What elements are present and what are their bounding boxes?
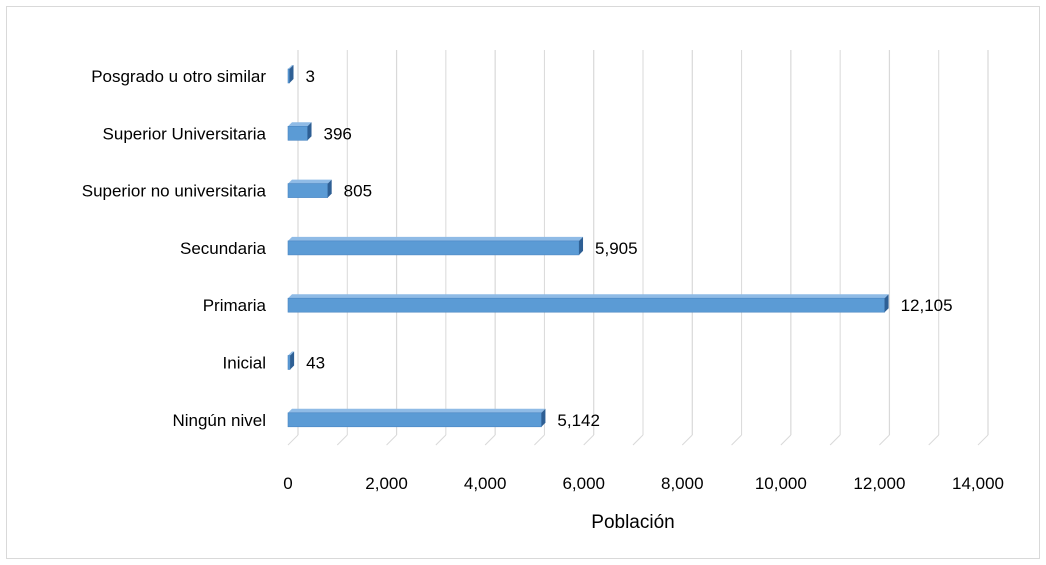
bar-side <box>290 351 295 370</box>
x-tick-label: 12,000 <box>853 474 905 493</box>
bar <box>287 126 308 141</box>
gridline-floor <box>386 434 397 446</box>
data-label: 5,142 <box>557 411 600 430</box>
bar-top <box>288 65 294 69</box>
bar <box>287 297 885 313</box>
gridline-floor <box>928 434 940 446</box>
category-labels: Posgrado u otro similar Superior Universi… <box>82 67 267 430</box>
chart-frame <box>6 6 1040 559</box>
x-tick-label: 10,000 <box>755 474 807 493</box>
x-tick-label: 6,000 <box>562 474 605 493</box>
category-label: Primaria <box>203 296 267 315</box>
bar-side <box>327 179 332 198</box>
gridline-floor <box>484 434 496 446</box>
bar-side <box>541 408 546 427</box>
data-label: 396 <box>324 124 352 143</box>
bar-side <box>307 122 312 141</box>
bar-top <box>288 179 332 184</box>
bar-top <box>288 122 312 127</box>
data-label: 3 <box>306 67 315 86</box>
category-label: Secundaria <box>180 239 267 258</box>
category-label: Superior Universitaria <box>103 124 267 143</box>
bar-side <box>579 236 584 255</box>
bar <box>287 240 580 256</box>
gridline-floor <box>780 434 792 446</box>
gridline-floor <box>681 434 693 446</box>
bar <box>287 412 542 428</box>
data-label: 43 <box>306 354 325 373</box>
bar-top <box>288 351 295 356</box>
data-label: 5,905 <box>595 239 638 258</box>
gridline-floor <box>534 434 545 446</box>
gridline-floor <box>879 434 890 446</box>
category-label: Superior no universitaria <box>82 182 267 201</box>
bar-top <box>288 408 546 413</box>
bar <box>287 68 290 84</box>
x-tick-label: 0 <box>283 474 292 493</box>
bar-top <box>288 294 889 299</box>
gridline-floor <box>336 434 348 446</box>
gridline-floor <box>829 434 841 446</box>
gridline-floor <box>977 434 989 446</box>
bar-side <box>289 65 294 83</box>
data-label: 12,105 <box>901 296 953 315</box>
gridline-floor <box>583 434 595 446</box>
gridline-floor <box>287 434 299 446</box>
x-tick-label: 8,000 <box>661 474 704 493</box>
category-label: Inicial <box>223 354 266 373</box>
data-labels: 3 396 805 5,905 12,105 43 5,142 <box>306 67 953 430</box>
x-axis-title: Población <box>591 512 674 533</box>
data-label: 805 <box>344 182 372 201</box>
bar-top <box>288 236 584 241</box>
x-tick-labels: 0 2,000 4,000 6,000 8,000 10,000 12,000 14,000 <box>283 474 1004 493</box>
bar <box>287 355 291 370</box>
x-tick-label: 4,000 <box>464 474 507 493</box>
x-tick-label: 2,000 <box>365 474 408 493</box>
gridline-floor <box>632 434 644 446</box>
category-label: Ningún nivel <box>172 411 266 430</box>
bar-side <box>884 294 889 313</box>
category-label: Posgrado u otro similar <box>91 67 266 86</box>
bars <box>287 65 889 428</box>
x-tick-label: 14,000 <box>952 474 1004 493</box>
gridline-floor <box>731 434 742 446</box>
bar <box>287 183 328 198</box>
gridline-floor <box>435 434 447 446</box>
